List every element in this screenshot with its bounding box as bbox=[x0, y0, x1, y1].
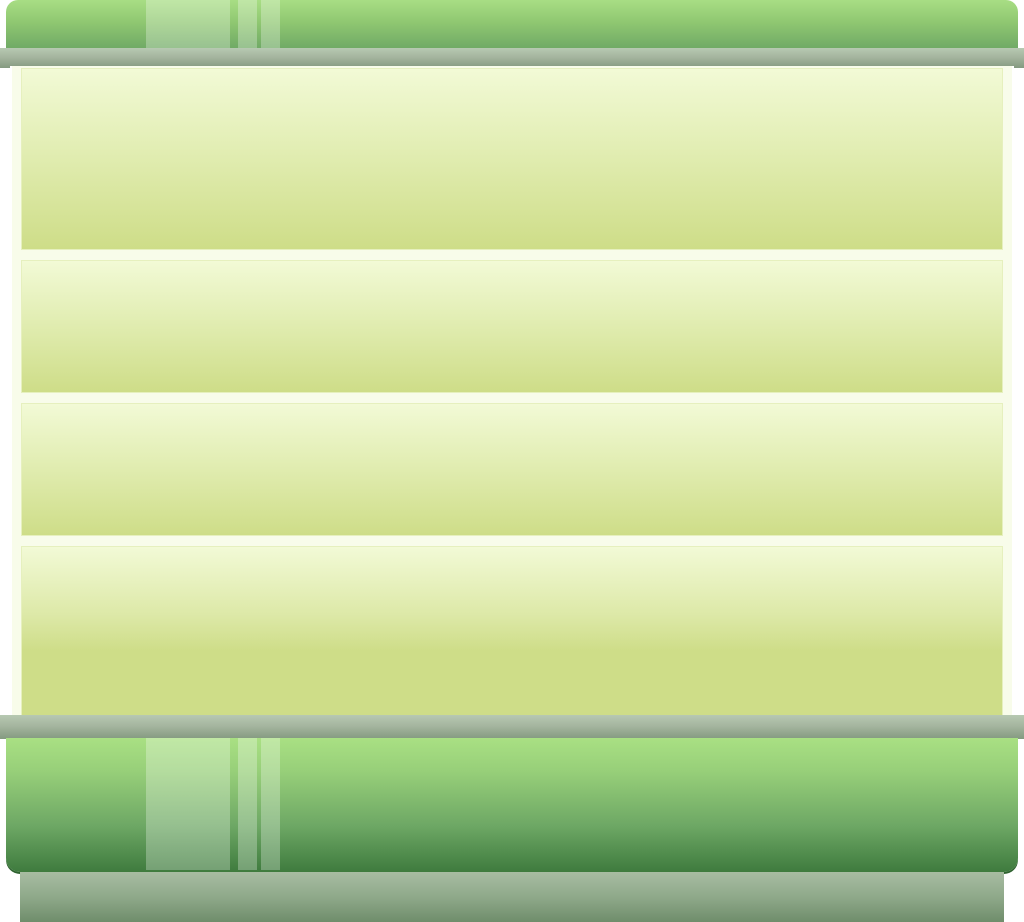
top-cap-stripe-narrow-1 bbox=[238, 0, 257, 50]
panel-slat-2[interactable] bbox=[21, 260, 1003, 393]
panel-slat-1[interactable] bbox=[21, 68, 1003, 250]
bottom-rail bbox=[0, 715, 1024, 739]
panel-slat-4[interactable] bbox=[21, 546, 1003, 716]
top-cap-stripe-wide bbox=[146, 0, 230, 50]
top-cap-stripe-narrow-2 bbox=[261, 0, 280, 50]
bottom-cap bbox=[6, 738, 1018, 872]
top-cap bbox=[6, 0, 1018, 50]
base-stand bbox=[20, 872, 1004, 922]
bottom-cap-stripe-narrow-1 bbox=[238, 738, 257, 870]
panel-slat-3[interactable] bbox=[21, 403, 1003, 536]
bottom-cap-stripe-wide bbox=[146, 738, 230, 870]
bottom-cap-stripe-narrow-2 bbox=[261, 738, 280, 870]
top-rail bbox=[0, 48, 1024, 68]
